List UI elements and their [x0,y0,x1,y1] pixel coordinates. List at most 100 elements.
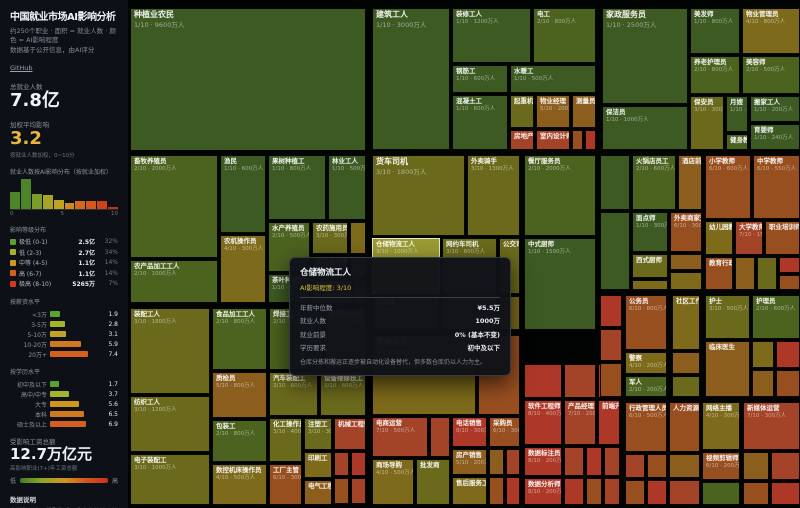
treemap-tile[interactable] [564,447,584,476]
treemap-tile[interactable] [743,482,769,505]
treemap-tile[interactable] [604,447,620,476]
treemap-tile[interactable]: 混凝土工 1/10 · 600万人 [452,95,508,150]
treemap-tile[interactable]: 钢筋工 1/10 · 600万人 [452,65,508,93]
treemap-tile[interactable] [672,352,700,374]
treemap-tile[interactable] [735,257,755,290]
treemap-tile[interactable]: 前端开发工 [598,400,620,445]
treemap-tile[interactable]: 家政服务员 1/10 · 2500万人 [602,8,688,104]
treemap-tile[interactable]: 火锅店员工 2/10 · 600万人 [632,155,676,210]
treemap-tile[interactable]: 行政管理人员 6/10 · 500万人 [625,402,667,452]
github-link[interactable]: GitHub [10,64,33,73]
treemap-tile[interactable]: 军人 2/10 · 200万人 [625,376,667,397]
treemap-tile[interactable] [776,370,800,397]
treemap-tile[interactable]: 临床医生 [705,341,750,397]
treemap-tile[interactable] [350,222,366,254]
treemap-tile[interactable]: 货车司机 3/10 · 1800万人 [372,155,465,236]
treemap-tile[interactable] [604,478,620,505]
treemap-tile[interactable] [600,329,622,361]
treemap-tile[interactable]: 新媒体运营 7/10 · 300万人 [743,402,800,450]
treemap-tile[interactable] [625,454,645,478]
treemap-tile[interactable]: 健身教练 [726,134,748,150]
treemap-tile[interactable] [670,254,702,270]
treemap-tile[interactable] [779,275,800,290]
treemap-tile[interactable]: 售后服务工程 [452,477,487,505]
treemap-tile[interactable]: 机械工程师 [334,418,366,450]
treemap-tile[interactable] [600,295,622,327]
treemap-tile[interactable]: 养老护理员 2/10 · 800万人 [690,56,740,94]
treemap-tile[interactable] [572,130,583,150]
treemap-tile[interactable]: 物业管理员 4/10 · 800万人 [742,8,800,54]
treemap-tile[interactable]: 室内设计师 [536,130,570,150]
treemap-tile[interactable]: 果树种植工 1/10 · 800万人 [268,155,326,220]
treemap-tile[interactable]: 搬家工人 1/10 · 200万人 [750,96,800,122]
treemap-tile[interactable]: 月嫂1/10 · 300万人 [726,96,748,132]
treemap-tile[interactable]: 渔民 1/10 · 600万人 [220,155,266,233]
treemap-tile[interactable] [669,480,700,505]
treemap-tile[interactable] [351,478,366,504]
treemap-tile[interactable]: 纺织工人 3/10 · 1200万人 [130,396,210,452]
treemap-tile[interactable]: 教育行政人员 [705,257,733,290]
treemap-tile[interactable]: 公务员 6/10 · 800万人 [625,295,667,350]
treemap-tile[interactable] [776,341,800,368]
treemap-tile[interactable] [489,477,504,505]
treemap-tile[interactable]: 设备维修技工 3/10 · 600万人 [320,372,366,416]
treemap-tile[interactable]: 电气工程师 [304,480,332,505]
treemap-tile[interactable]: 房地产经纪 [510,130,534,150]
treemap-tile[interactable] [743,452,769,480]
treemap-tile[interactable] [670,272,702,290]
treemap-tile[interactable] [506,477,520,505]
treemap-tile[interactable] [779,257,800,273]
treemap-tile[interactable] [351,452,366,476]
treemap-tile[interactable] [334,478,349,504]
treemap-tile[interactable] [600,155,630,210]
treemap-tile[interactable]: 护理员 2/10 · 600万人 [752,295,800,339]
treemap-tile[interactable] [771,482,800,505]
treemap-tile[interactable]: 电工 2/10 · 800万人 [533,8,596,63]
treemap-tile[interactable]: 护士 3/10 · 500万人 [705,295,750,339]
treemap-tile[interactable]: 汽车装配工 3/10 · 600万人 [269,372,318,416]
treemap-tile[interactable]: 保洁员 1/10 · 1000万人 [602,106,688,150]
treemap-tile[interactable]: 建筑工人 1/10 · 3000万人 [372,8,450,150]
treemap-tile[interactable] [647,480,667,505]
treemap-tile[interactable]: 商场导购 4/10 · 500万人 [372,459,414,505]
treemap-tile[interactable]: 装修工人 1/10 · 1200万人 [452,8,531,63]
treemap-tile[interactable] [600,212,630,290]
treemap-tile[interactable]: 数控机床操作员 4/10 · 500万人 [212,464,267,505]
treemap-tile[interactable] [752,341,774,368]
treemap-tile[interactable]: 批发商 [416,459,450,505]
treemap-tile[interactable] [669,454,700,478]
treemap-tile[interactable]: 美发师 1/10 · 800万人 [690,8,740,54]
treemap-tile[interactable]: 中学教师 6/10 · 550万人 [753,155,800,219]
treemap-tile[interactable] [586,447,602,476]
treemap-tile[interactable]: 西式厨师 [632,254,668,278]
treemap-tile[interactable] [586,478,602,505]
treemap-tile[interactable]: 水暖工 1/10 · 500万人 [510,65,596,93]
treemap-tile[interactable]: 农机操作员 4/10 · 300万人 [220,235,266,303]
treemap-tile[interactable] [334,452,349,476]
treemap-tile[interactable]: 警察 4/10 · 200万人 [625,352,667,374]
treemap-tile[interactable]: 印刷工 [304,452,332,478]
treemap-tile[interactable]: 农产品加工工人 2/10 · 1000万人 [130,260,218,303]
treemap-tile[interactable]: 中式厨师 1/10 · 1500万人 [524,238,596,330]
treemap-tile[interactable]: 职业培训师 [765,221,800,255]
treemap-tile[interactable] [752,370,774,397]
treemap-tile[interactable]: 电子装配工 3/10 · 1000万人 [130,454,210,505]
treemap-tile[interactable] [757,257,777,290]
treemap-tile[interactable] [564,364,596,398]
treemap-tile[interactable]: 酒店前台 [678,155,702,210]
treemap-tile[interactable] [625,480,645,505]
treemap-tile[interactable]: 餐厅服务员 2/10 · 2000万人 [524,155,596,236]
treemap-tile[interactable] [489,449,504,475]
